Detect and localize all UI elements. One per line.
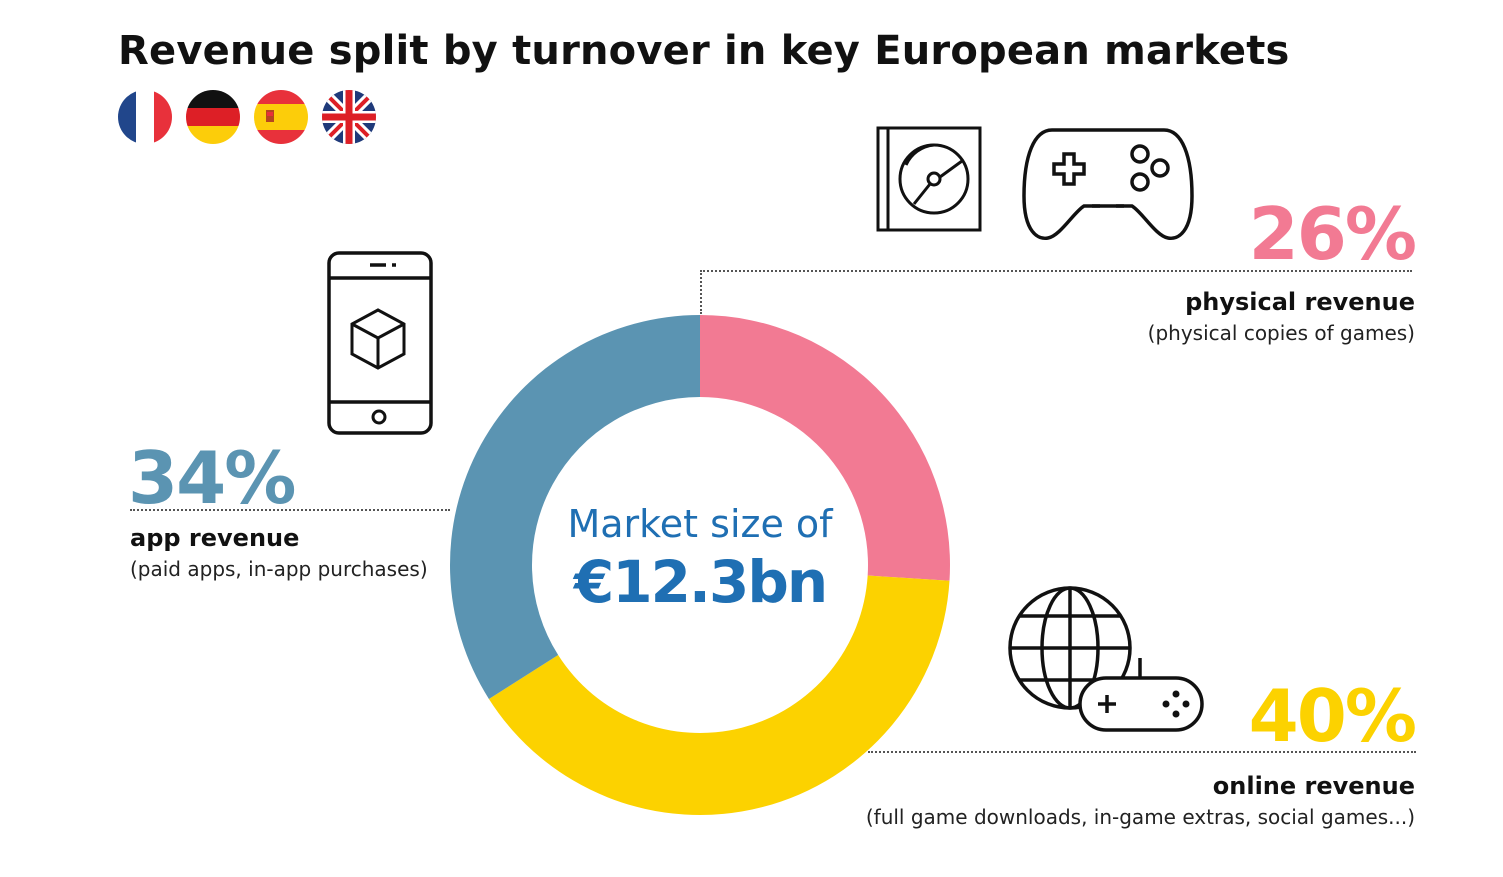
spain-flag-icon — [254, 90, 308, 144]
smartphone-icon — [327, 251, 433, 435]
physical-percent: 26% — [1248, 192, 1417, 276]
donut-chart — [449, 315, 950, 815]
germany-flag-icon — [186, 90, 240, 144]
online-percent: 40% — [1248, 674, 1417, 758]
donut-slice-app-revenue — [449, 315, 700, 699]
app-description: (paid apps, in-app purchases) — [130, 557, 428, 581]
physical-description: (physical copies of games) — [1147, 321, 1415, 345]
market-size-value: €12.3bn — [573, 548, 828, 616]
chart-title: Revenue split by turnover in key Europea… — [118, 28, 1290, 74]
flag-row — [118, 90, 376, 144]
donut-slice-online-revenue — [488, 575, 950, 815]
market-size-label: Market size of — [567, 502, 833, 546]
online-leader-line — [868, 751, 1416, 753]
app-leader-line — [130, 509, 450, 511]
game-case-icon — [876, 126, 982, 232]
physical-leader-line — [700, 270, 1412, 272]
physical-label: physical revenue — [1185, 288, 1415, 316]
online-description: (full game downloads, in-game extras, so… — [865, 805, 1415, 829]
app-percent: 34% — [128, 436, 296, 520]
online-label: online revenue — [1212, 772, 1415, 800]
gamepad-icon — [1022, 128, 1194, 240]
globe-gamepad-icon — [1008, 586, 1204, 732]
uk-flag-icon — [322, 90, 376, 144]
donut-slice-physical-revenue — [700, 315, 950, 581]
physical-leader-line-vertical — [700, 270, 702, 314]
france-flag-icon — [118, 90, 172, 144]
app-label: app revenue — [130, 524, 300, 552]
